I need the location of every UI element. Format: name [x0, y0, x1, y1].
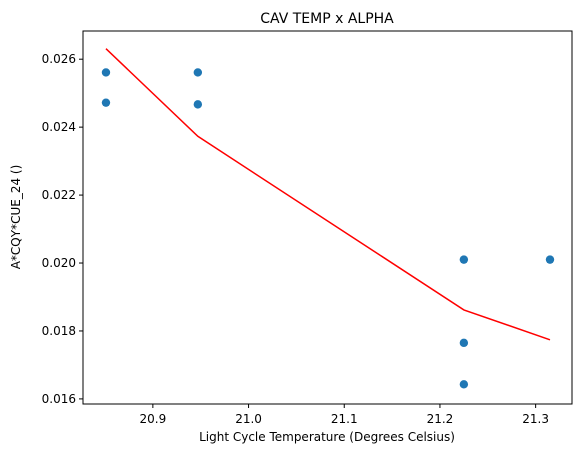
y-tick-label: 0.016 — [42, 392, 76, 406]
data-point — [101, 98, 111, 107]
y-tick-label: 0.024 — [42, 120, 76, 134]
chart-title: CAV TEMP x ALPHA — [260, 11, 394, 27]
y-tick-label: 0.018 — [42, 324, 76, 338]
x-axis-label: Light Cycle Temperature (Degrees Celsius… — [199, 430, 455, 444]
data-point — [545, 255, 555, 264]
x-tick-label: 21.0 — [235, 412, 262, 426]
x-tick-label: 21.1 — [331, 412, 358, 426]
y-tick-label: 0.020 — [42, 256, 76, 270]
x-tick-label: 21.2 — [427, 412, 454, 426]
data-point — [193, 100, 203, 109]
y-axis: 0.016 0.018 0.020 0.022 0.024 0.026 — [42, 52, 83, 406]
y-tick-label: 0.022 — [42, 188, 76, 202]
y-tick-label: 0.026 — [42, 52, 76, 66]
data-point — [459, 338, 469, 348]
x-tick-label: 20.9 — [139, 412, 166, 426]
x-axis: 20.9 21.0 21.1 21.2 21.3 — [139, 404, 549, 426]
data-point — [459, 380, 469, 389]
x-tick-label: 21.3 — [522, 412, 549, 426]
plot-area — [101, 48, 555, 389]
data-point — [193, 68, 203, 77]
data-point — [459, 255, 469, 264]
axes-frame — [82, 30, 573, 405]
data-point — [101, 68, 111, 77]
y-axis-label: A*CQY*CUE_24 () — [9, 165, 23, 270]
trend-line — [105, 48, 551, 341]
